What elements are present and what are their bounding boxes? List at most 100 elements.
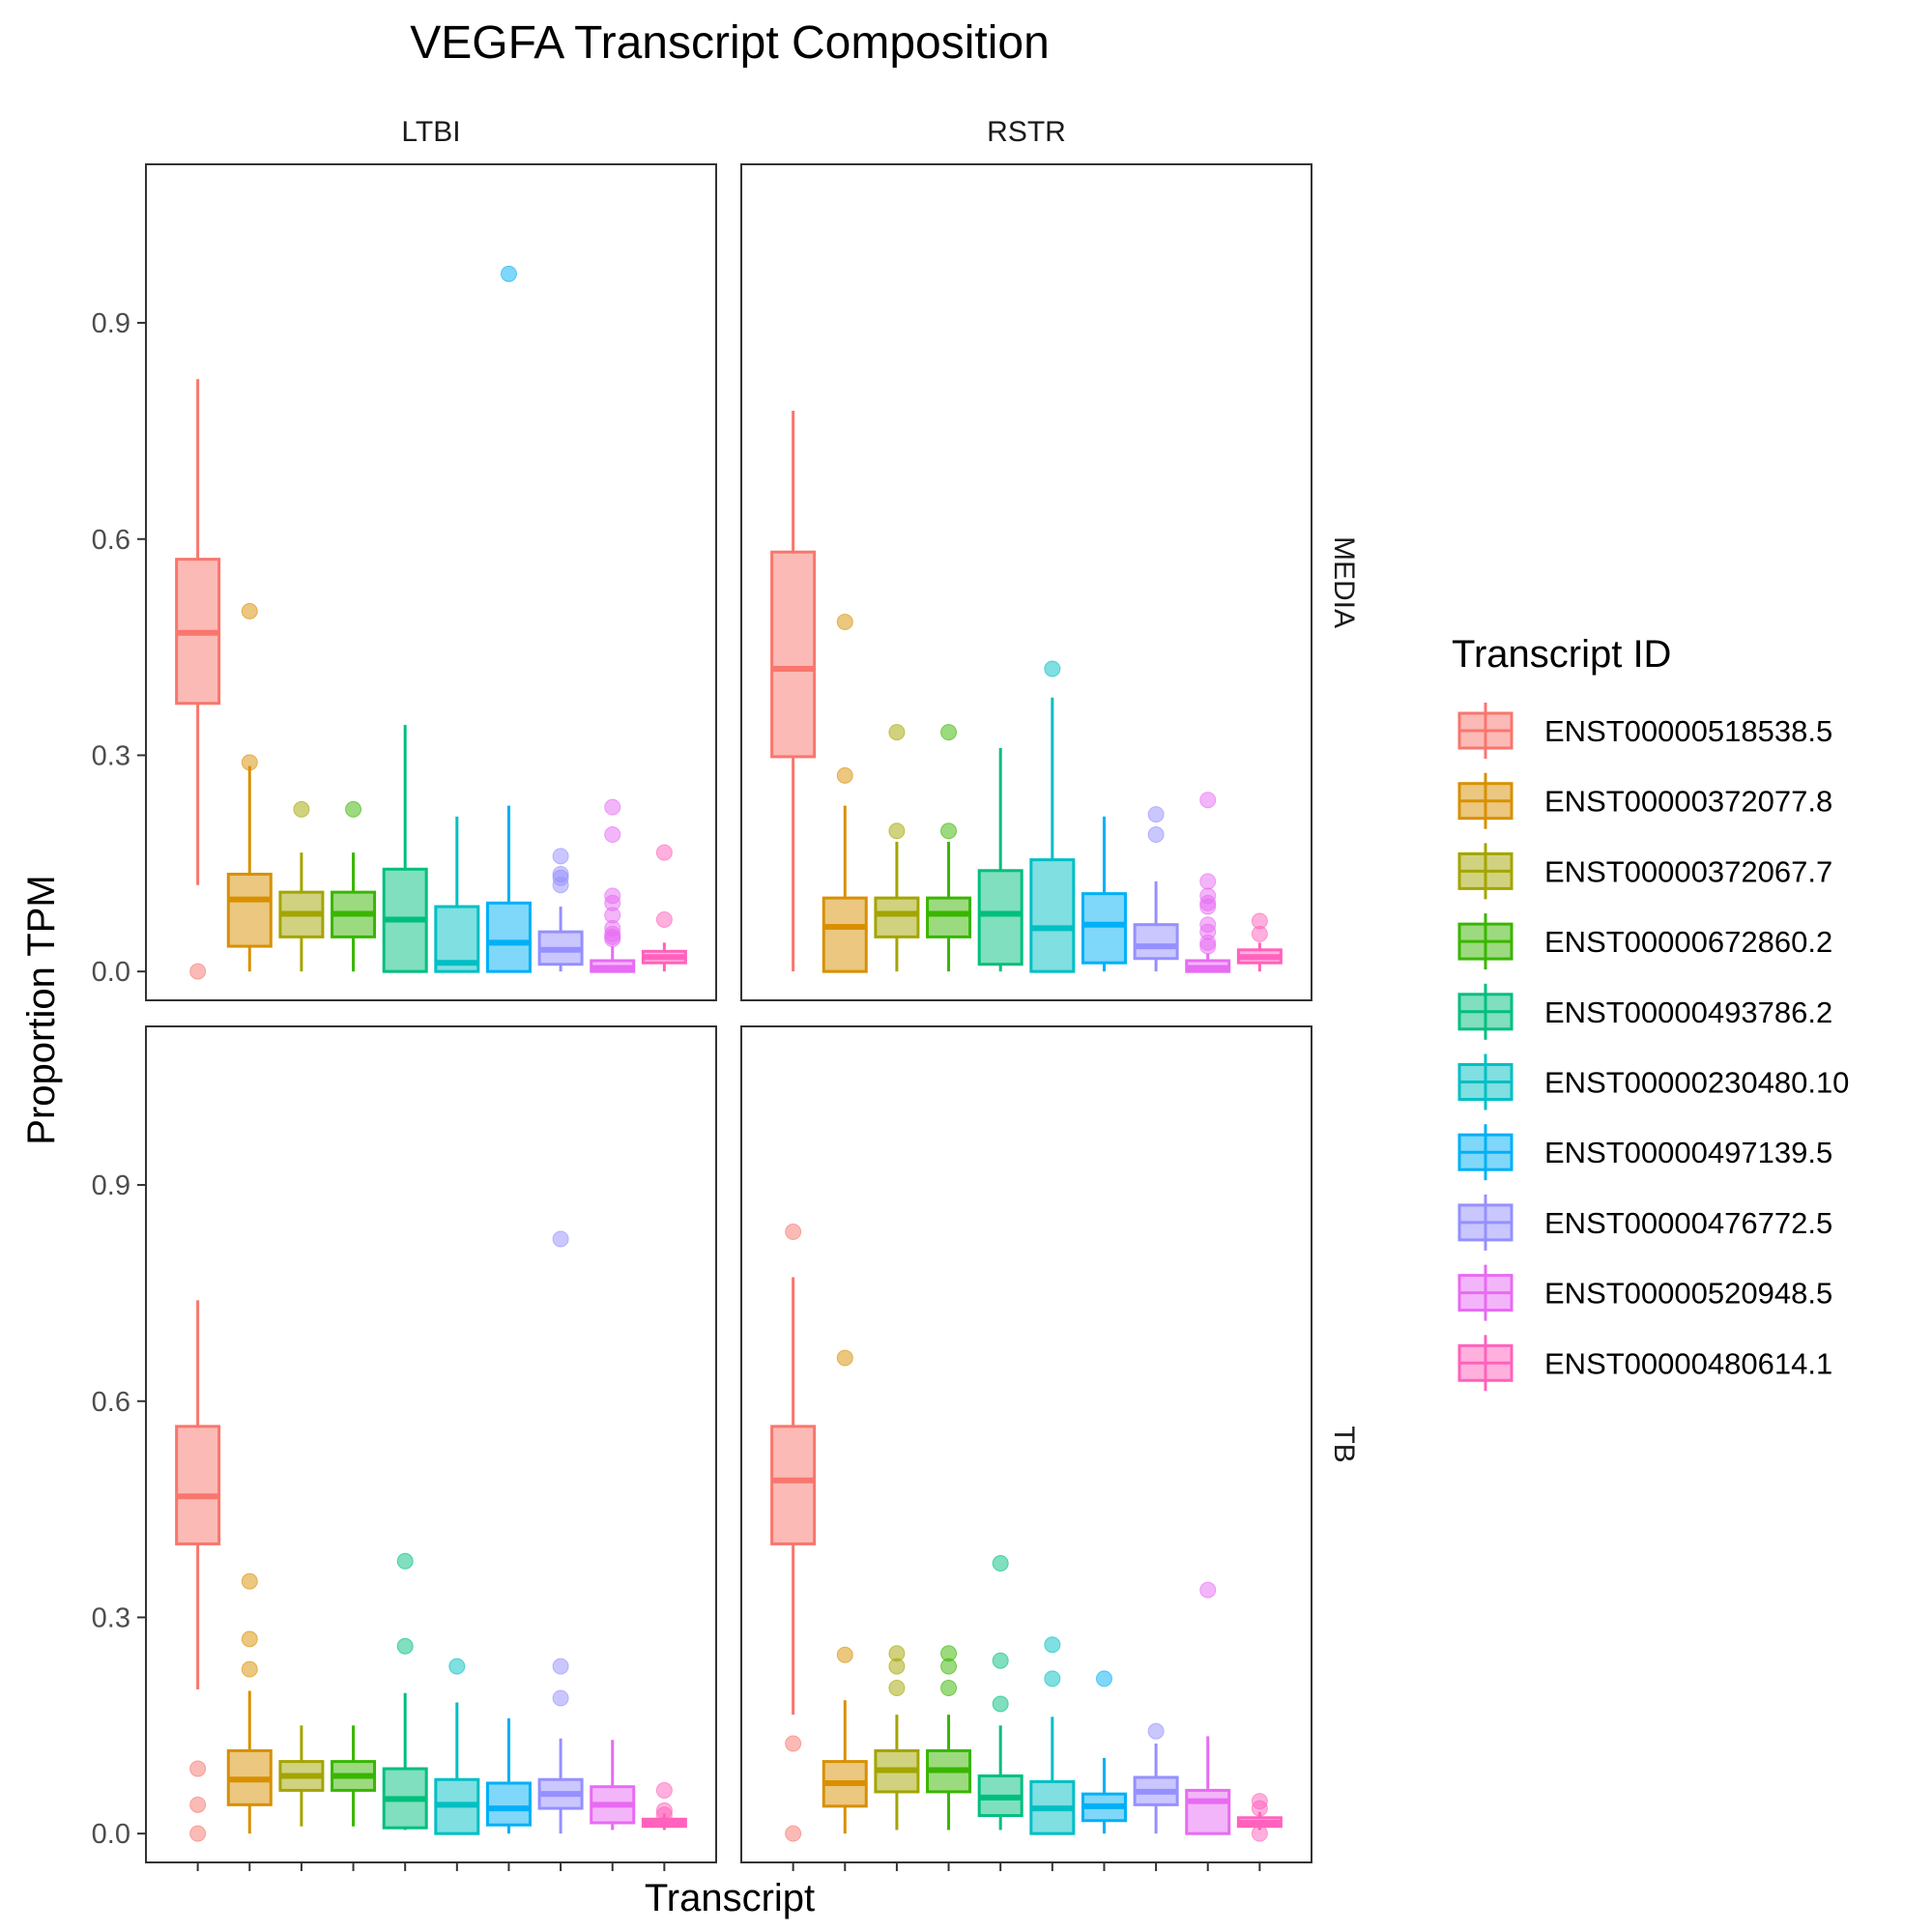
outlier-point — [189, 1760, 207, 1777]
box-6 — [434, 1658, 480, 1835]
box-iqr — [485, 901, 532, 973]
panel-background — [741, 1026, 1312, 1862]
outlier-point — [785, 1224, 802, 1241]
panel-ltbi-tb — [145, 1025, 717, 1863]
outlier-point — [836, 1646, 853, 1663]
outlier-point — [1199, 873, 1217, 890]
box-7 — [485, 1717, 532, 1834]
outlier-point — [1095, 1670, 1112, 1687]
box-8 — [1133, 1722, 1179, 1834]
outlier-point — [655, 910, 673, 928]
outlier-point — [189, 963, 207, 980]
box-8 — [537, 848, 584, 972]
box-8 — [1133, 806, 1179, 972]
outlier-point — [396, 1552, 414, 1570]
panel-rstr-tb — [740, 1025, 1312, 1863]
outlier-point — [1199, 1581, 1217, 1599]
y-tick-label: 0.0 — [92, 1819, 130, 1850]
outlier-point — [1044, 1670, 1061, 1687]
legend-label: ENST00000372077.8 — [1544, 785, 1832, 819]
box-2 — [226, 1572, 273, 1834]
outlier-point — [448, 1658, 466, 1675]
box-3 — [278, 1725, 325, 1827]
y-tick-label: 0.9 — [92, 308, 130, 339]
outlier-point — [241, 754, 258, 771]
panel-background — [741, 164, 1312, 1000]
legend-label: ENST00000493786.2 — [1544, 995, 1832, 1029]
box-iqr — [226, 873, 273, 948]
y-tick-label: 0.6 — [92, 1387, 130, 1418]
box-4 — [926, 1645, 972, 1831]
outlier-point — [1251, 1800, 1268, 1817]
box-5 — [382, 1552, 428, 1831]
outlier-point — [940, 1680, 958, 1697]
panel-border — [145, 163, 717, 1001]
y-tick-label: 0.3 — [92, 1602, 130, 1633]
legend-item: ENST00000476772.5 — [1457, 1194, 1832, 1251]
outlier-point — [888, 822, 906, 840]
box-iqr — [874, 896, 920, 938]
box-5 — [382, 725, 428, 973]
legend-label: ENST00000497139.5 — [1544, 1136, 1832, 1169]
facet-label-row: MEDIA — [1328, 536, 1360, 628]
box-iqr — [1133, 923, 1179, 961]
box-iqr — [822, 896, 868, 973]
box-5 — [977, 1555, 1024, 1831]
legend-label: ENST00000520948.5 — [1544, 1277, 1832, 1311]
facet-label-row: TB — [1328, 1426, 1360, 1462]
box-8 — [537, 1230, 584, 1834]
box-1 — [770, 1224, 817, 1842]
panel-border — [740, 163, 1312, 1001]
box-iqr — [770, 550, 817, 759]
panels-layer: LTBI RSTR MEDIA TB 0.0 0.3 0.6 0.9 0.0 0.3 0.6 0.9 — [92, 116, 1360, 1871]
outlier-point — [655, 1781, 673, 1799]
legend-item: ENST00000493786.2 — [1457, 983, 1832, 1040]
outlier-point — [1199, 937, 1217, 955]
box-10 — [1236, 1793, 1283, 1842]
outlier-point — [552, 1230, 569, 1248]
panel-rstr-media — [740, 163, 1312, 1001]
outlier-point — [604, 798, 621, 816]
outlier-point — [189, 1825, 207, 1842]
legend-title: Transcript ID — [1452, 633, 1671, 676]
outlier-point — [785, 1735, 802, 1752]
outlier-point — [604, 931, 621, 948]
outlier-point — [396, 1637, 414, 1655]
box-2 — [822, 614, 868, 973]
outlier-point — [241, 602, 258, 620]
outlier-point — [345, 800, 362, 818]
legend: Transcript ID ENST00000518538.5 ENST00000… — [1452, 633, 1849, 1392]
box-5 — [977, 748, 1024, 972]
outlier-point — [604, 825, 621, 843]
legend-item: ENST00000372077.8 — [1457, 772, 1832, 829]
box-9 — [1185, 1581, 1231, 1835]
outlier-point — [552, 1658, 569, 1675]
outlier-point — [888, 724, 906, 741]
legend-item: ENST00000372067.7 — [1457, 843, 1832, 900]
outlier-point — [888, 1658, 906, 1675]
outlier-point — [552, 877, 569, 894]
legend-label: ENST00000476772.5 — [1544, 1206, 1832, 1240]
outlier-point — [241, 1572, 258, 1590]
box-1 — [770, 411, 817, 972]
box-4 — [331, 1725, 377, 1827]
outlier-point — [1251, 1825, 1268, 1842]
legend-item: ENST00000672860.2 — [1457, 913, 1832, 970]
outlier-point — [241, 1630, 258, 1648]
box-9 — [590, 1740, 636, 1831]
outlier-point — [189, 1796, 207, 1813]
y-tick-label: 0.0 — [92, 957, 130, 988]
outlier-point — [1199, 898, 1217, 915]
box-10 — [641, 1781, 687, 1831]
legend-item: ENST00000480614.1 — [1457, 1335, 1832, 1392]
legend-label: ENST00000480614.1 — [1544, 1346, 1832, 1380]
outlier-point — [241, 1660, 258, 1678]
box-3 — [874, 724, 920, 972]
outlier-point — [293, 800, 310, 818]
legend-label: ENST00000372067.7 — [1544, 854, 1832, 888]
box-6 — [434, 816, 480, 973]
panel-border — [145, 1025, 717, 1863]
facet-label-col: RSTR — [987, 116, 1066, 148]
outlier-point — [1147, 1722, 1165, 1740]
